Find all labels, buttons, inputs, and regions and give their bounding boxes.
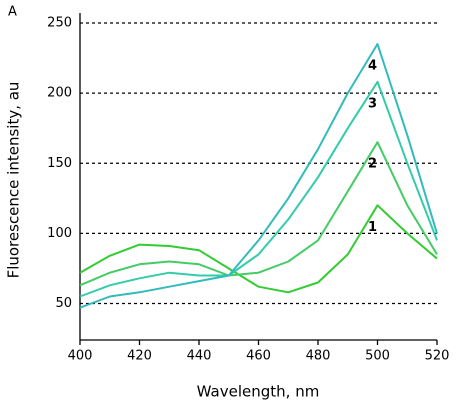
y-tick-label: 250 <box>47 16 72 31</box>
x-tick-label: 460 <box>246 349 271 364</box>
x-tick-label: 400 <box>68 349 93 364</box>
x-tick-label: 520 <box>425 349 450 364</box>
x-axis-label: Wavelength, nm <box>197 383 320 401</box>
series-line <box>79 80 438 298</box>
series-label: 2 <box>368 157 377 172</box>
y-tick-label: 150 <box>47 156 72 171</box>
y-tick-label: 200 <box>47 86 72 101</box>
series-line <box>79 204 438 294</box>
series-label: 4 <box>368 59 377 74</box>
series-line <box>79 141 438 287</box>
x-tick-label: 440 <box>187 349 212 364</box>
y-tick-label: 100 <box>47 226 72 241</box>
panel-label: A <box>8 5 17 20</box>
x-tick-label: 420 <box>127 349 152 364</box>
x-tick-label: 480 <box>306 349 331 364</box>
y-tick-label: 50 <box>55 296 72 311</box>
series-label: 1 <box>368 220 377 235</box>
y-axis-label: Fluorescence intensity, au <box>5 82 23 279</box>
series-line <box>79 43 438 309</box>
series-label: 3 <box>368 96 377 111</box>
x-tick-label: 500 <box>365 349 390 364</box>
